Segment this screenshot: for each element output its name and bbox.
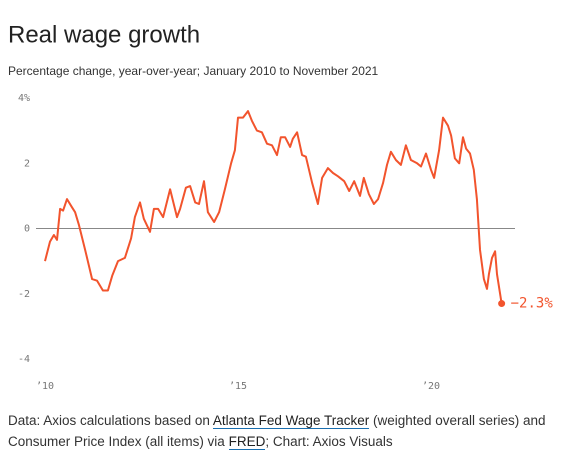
y-tick-label: -4 — [18, 354, 30, 365]
data-line — [44, 110, 503, 304]
source-note: Data: Axios calculations based on Atlant… — [8, 410, 578, 452]
y-tick-label: 0 — [24, 224, 30, 235]
end-label: −2.3% — [511, 296, 554, 312]
end-point — [498, 300, 506, 308]
source-link[interactable]: Atlanta Fed Wage Tracker — [212, 413, 370, 429]
source-link[interactable]: FRED — [228, 434, 266, 450]
source-text: ; Chart: Axios Visuals — [265, 434, 393, 449]
x-tick-label: ’10 — [36, 381, 54, 392]
chart-subtitle: Percentage change, year-over-year; Janua… — [8, 64, 379, 78]
chart-title: Real wage growth — [8, 21, 200, 48]
y-tick-label: 2 — [24, 158, 30, 169]
source-text: (weighted overall series) and Consumer P… — [8, 413, 546, 449]
chart: Real wage growth Percentage change, year… — [8, 21, 554, 392]
x-tick-label: ’20 — [422, 381, 440, 392]
x-tick-label: ’15 — [229, 381, 247, 392]
y-tick-label: 4% — [18, 93, 30, 104]
source-text: Data: Axios calculations based on — [8, 413, 213, 428]
y-tick-label: -2 — [18, 289, 30, 300]
